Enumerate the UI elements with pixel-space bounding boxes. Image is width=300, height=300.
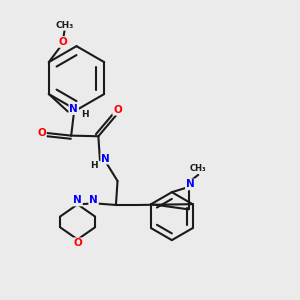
Text: N: N [186,179,195,189]
Text: H: H [81,110,88,119]
Text: CH₃: CH₃ [190,164,206,173]
Text: O: O [113,105,122,115]
Text: N: N [73,196,82,206]
Text: CH₃: CH₃ [56,21,74,30]
Text: O: O [59,37,68,47]
Text: N: N [101,154,110,164]
Text: H: H [90,161,98,170]
Text: N: N [89,195,98,205]
Text: O: O [73,238,82,248]
Text: O: O [37,128,46,138]
Text: N: N [69,104,78,114]
